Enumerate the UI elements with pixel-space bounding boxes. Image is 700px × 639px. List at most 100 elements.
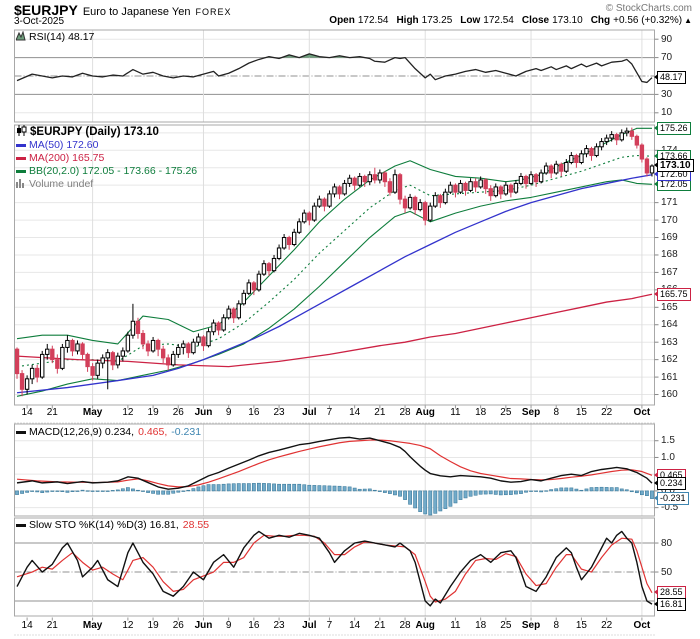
x-axis-label: 11: [450, 407, 461, 418]
y-axis-label: 163: [661, 336, 678, 348]
rsi-panel: [14, 29, 659, 123]
macd-legend-label: MACD(12,26,9) 0.234,: [29, 426, 135, 438]
high-value: 173.25: [421, 15, 453, 26]
high-label: High: [396, 15, 419, 26]
x-axis-label: 8: [553, 407, 559, 418]
x-axis-label: Aug: [415, 407, 435, 418]
x-axis-label: 16: [248, 407, 260, 418]
x-axis-label: 28: [399, 407, 411, 418]
y-axis-label: 30: [661, 88, 673, 100]
x-axis-label: Oct: [633, 620, 651, 631]
x-axis-label: 25: [500, 407, 512, 418]
close-value: 173.10: [552, 15, 583, 26]
close-label: Close: [521, 15, 550, 26]
x-axis-label: 11: [450, 620, 461, 631]
ma200-legend-label: MA(200) 165.75: [29, 152, 105, 164]
axis-value-callout: 175.26: [654, 121, 691, 135]
y-axis-label: 165: [661, 301, 678, 313]
y-axis-label: 171: [661, 197, 678, 209]
y-axis-label: 90: [661, 33, 673, 45]
price-panel: [14, 124, 659, 406]
price-legend-symbol: $EURJPY (Daily) 173.10: [30, 126, 159, 138]
symbol-label: $EURJPY: [14, 2, 78, 18]
x-axis-label: 14: [349, 620, 361, 631]
x-axis-label: 19: [147, 620, 159, 631]
sto-legend-label: Slow STO %K(14) %D(3) 16.81,: [29, 519, 179, 531]
y-axis-label: 164: [661, 319, 678, 331]
price-legend: $EURJPY (Daily) 173.10 MA(50) 172.60 MA(…: [16, 125, 197, 192]
x-axis-label: Jun: [194, 407, 213, 418]
x-axis-label: 26: [172, 407, 184, 418]
bb-line-swatch: [16, 170, 26, 173]
quote-summary: Open 172.54 High 173.25 Low 172.54 Close 173.10…: [329, 15, 692, 26]
sto-legend: Slow STO %K(14) %D(3) 16.81, 28.55: [16, 519, 209, 532]
candlestick-icon: [16, 125, 27, 140]
macd-panel: [14, 423, 659, 517]
symbol-description: Euro to Japanese Yen: [82, 6, 191, 18]
chg-label: Chg: [590, 15, 611, 26]
x-axis-label: 12: [122, 620, 134, 631]
axis-value-callout: 165.75: [654, 287, 691, 301]
open-label: Open: [329, 15, 355, 26]
y-axis-label: 170: [661, 214, 678, 226]
x-axis-label: 9: [225, 407, 232, 418]
x-axis-label: 23: [273, 620, 285, 631]
ma200-line-swatch: [16, 157, 26, 160]
x-axis-label: 14: [349, 407, 361, 418]
x-axis-label: May: [82, 407, 103, 418]
x-axis-label: 18: [475, 620, 487, 631]
x-axis-label: 19: [147, 407, 159, 418]
low-value: 172.54: [483, 15, 514, 26]
y-axis-label: 1.0: [661, 451, 675, 463]
x-axis-label: 22: [601, 407, 613, 418]
y-axis-label: 168: [661, 249, 678, 261]
x-axis-label: 18: [475, 407, 487, 418]
open-value: 172.54: [357, 15, 389, 26]
sto-panel: [14, 517, 659, 617]
macd-line-swatch: [16, 431, 26, 434]
y-axis-label: 50: [661, 566, 673, 578]
x-axis-label: Jun: [194, 620, 213, 631]
y-axis-label: 162: [661, 354, 678, 366]
x-axis-label: 7: [326, 407, 333, 418]
x-axis-label: 22: [601, 620, 613, 631]
y-axis-label: 10: [661, 107, 673, 119]
x-axis-label: 25: [500, 620, 512, 631]
x-axis-label: 7: [326, 620, 333, 631]
axis-value-callout: 16.81: [654, 597, 686, 611]
area-chart-icon: [15, 29, 26, 45]
x-axis-label: May: [82, 620, 103, 631]
y-axis-label: -0.5: [661, 502, 679, 514]
axis-value-callout: 0.234: [654, 476, 686, 490]
sto-d-value: 28.55: [182, 519, 210, 531]
x-axis-label: 23: [273, 407, 285, 418]
ma50-line-swatch: [16, 144, 26, 147]
y-axis-label: 169: [661, 232, 678, 244]
x-axis-label: 21: [374, 620, 386, 631]
chart-date: 3-Oct-2025: [14, 16, 65, 27]
x-axis-label: Jul: [302, 620, 317, 631]
x-axis-label: Aug: [415, 620, 435, 631]
x-axis-label: 8: [553, 620, 559, 631]
y-axis-label: 160: [661, 389, 678, 401]
volume-bars-icon: [16, 178, 26, 192]
y-axis-label: 1.5: [661, 435, 675, 447]
axis-value-callout: -0.231: [654, 492, 689, 506]
x-axis-label: 12: [122, 407, 134, 418]
stockcharts-credit: © StockCharts.com: [605, 3, 692, 14]
volume-legend-label: Volume undef: [29, 178, 94, 190]
chg-value: +0.56 (+0.32%): [613, 15, 683, 26]
x-axis-label: 28: [399, 620, 411, 631]
x-axis-label: 9: [225, 620, 232, 631]
y-axis-label: 80: [661, 537, 673, 549]
x-axis-label: 14: [21, 407, 33, 418]
macd-legend: MACD(12,26,9) 0.234, 0.465, -0.231: [16, 426, 201, 439]
x-axis-label: Sep: [521, 620, 541, 631]
rsi-legend-label: RSI(14) 48.17: [29, 31, 95, 43]
y-axis-label: 70: [661, 52, 673, 64]
sto-line-swatch: [16, 524, 26, 527]
exchange-label: FOREX: [195, 7, 232, 17]
y-axis-label: 167: [661, 266, 678, 278]
